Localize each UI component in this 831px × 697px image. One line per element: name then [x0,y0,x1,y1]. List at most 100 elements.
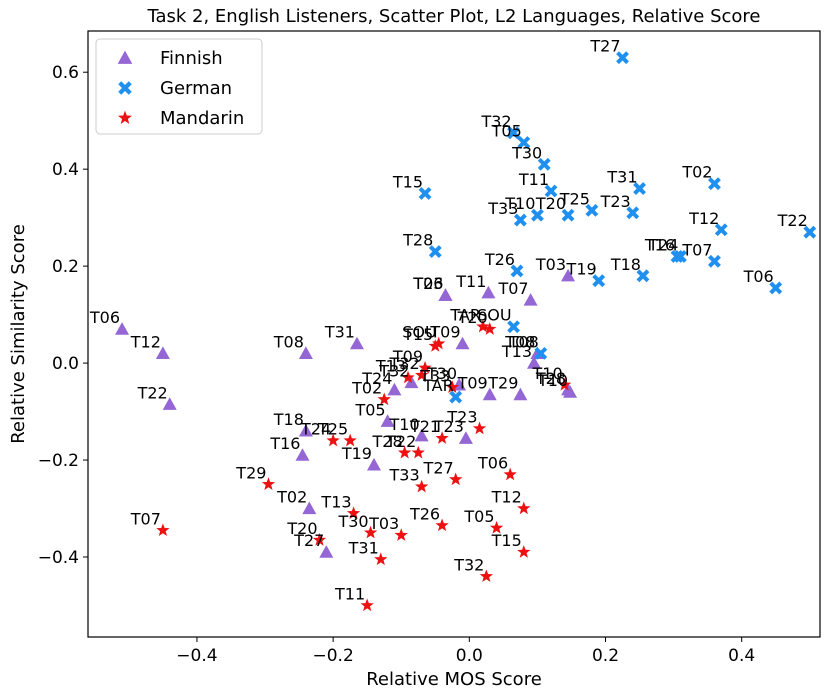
german-point-t31-6-stroke-b [633,182,646,195]
german-point-t24-17 [673,250,687,263]
x-tick-label-0: −0.4 [176,646,217,666]
finnish-point-t10-19 [414,428,429,442]
finnish-point-label-12: T08 [504,332,535,351]
finnish-point-label-3: T08 [273,332,304,351]
mandarin-point-label-28: T15 [491,531,522,550]
finnish-point-t02-24 [302,501,317,515]
german-point-label-15: T28 [402,231,433,250]
finnish-point-t29-14 [513,387,528,401]
german-point-label-7: T02 [681,163,712,182]
points-layer [115,51,817,612]
german-point-sou-23 [507,320,520,334]
mandarin-point-t12-24 [517,501,531,515]
mandarin-point-t28-11 [397,445,412,459]
german-point-label-20: T19 [566,260,597,279]
mandarin-point-t15-3 [428,339,442,352]
german-point-t10-11 [530,208,544,222]
mandarin-point-t05-23 [489,520,504,534]
y-tick-label-2: 0.0 [52,354,79,374]
german-point-t06-22-stroke-b [769,281,783,295]
mandarin-point-label-2: SOU [402,323,436,342]
german-point-t22-14-stroke-b [803,225,817,239]
finnish-point-t26-6 [438,288,453,301]
german-point-t15-5 [418,186,432,200]
finnish-point-t03-9 [561,268,576,282]
german-point-label-0: T27 [589,37,620,56]
mandarin-point-t13-6 [401,370,415,384]
german-point-label-8: T25 [559,189,590,208]
finnish-point-label-25: T27 [293,531,324,550]
german-point-label-12: T20 [535,194,566,213]
mandarin-point-label-20: T30 [337,512,368,531]
x-tick-label-3: 0.2 [592,646,619,666]
y-tick-label-0: −0.4 [38,548,79,568]
german-point-tar-25 [449,390,463,404]
german-point-t16-16 [670,250,684,263]
mandarin-point-label-18: T06 [477,454,508,473]
german-point-t18-21-stroke-b [636,269,650,283]
german-point-t07-18 [708,254,721,268]
mandarin-point-label-6: T13 [375,357,406,376]
german-point-label-2: T05 [491,122,522,141]
legend-box [95,38,263,135]
finnish-point-t13-11 [527,356,542,369]
german-point-label-18: T07 [681,240,712,259]
mandarin-point-t30-20 [363,525,378,539]
mandarin-point-t15-28 [517,545,531,558]
mandarin-point-t29-15 [261,477,276,490]
finnish-point-t09-13 [482,387,497,401]
german-point-t23-9-stroke-b [626,206,640,220]
finnish-point-label-0: T06 [89,308,120,327]
mandarin-point-label-3: T15 [402,325,433,344]
finnish-point-t24-17 [387,382,402,396]
german-point-label-14: T22 [777,211,808,230]
german-point-t05-2-stroke-b [517,136,531,149]
mandarin-point-t32-29 [479,569,493,583]
german-point-t15-5-stroke-b [418,186,432,200]
finnish-point-label-24: T02 [276,488,307,507]
finnish-point-label-18: T05 [354,400,385,419]
finnish-point-label-15: T28 [535,369,566,388]
german-point-t26-19-stroke-b [510,264,524,278]
german-point-label-22: T06 [743,267,774,286]
german-point-label-13: T12 [688,209,719,228]
german-point-t28-15 [428,245,442,258]
german-point-t19-20 [592,274,606,288]
german-point-t20-12 [561,208,575,222]
y-tick-label-5: 0.6 [52,63,79,83]
finnish-point-label-21: T18 [273,410,304,429]
german-point-t10-11-stroke-b [530,208,544,222]
german-point-t07-18-stroke-b [708,254,721,268]
mandarin-point-label-11: T28 [371,432,402,451]
finnish-point-t12-1 [155,346,170,359]
finnish-point-t05-18 [380,414,395,427]
german-point-t26-19 [510,264,524,278]
finnish-point-label-8: T07 [497,279,528,298]
german-point-label-4: T11 [518,170,549,189]
legend-marker-german [118,81,132,95]
german-point-t32-1 [507,126,520,140]
x-tick-label-2: 0.0 [456,646,483,666]
mandarin-point-label-26: T20 [286,519,317,538]
german-point-t25-8 [585,203,599,217]
legend-items: Finnish German Mandarin [117,48,244,129]
german-point-t05-2 [517,136,531,149]
mandarin-point-t20-0 [483,322,497,335]
finnish-point-label-5: T03 [412,274,443,293]
german-point-t27-0 [616,51,629,65]
german-point-label-1: T32 [480,112,511,131]
finnish-point-label-2: T22 [137,383,168,402]
finnish-point-t16-22 [295,448,310,461]
finnish-point-label-6: T26 [412,274,443,293]
german-point-t33-10-stroke-b [513,213,527,227]
finnish-point-label-13: T09 [457,374,488,393]
german-point-label-21: T18 [610,255,641,274]
finnish-point-label-14: T29 [487,374,518,393]
finnish-point-t09-10 [455,336,470,350]
mandarin-point-t21-14 [435,431,449,444]
mandarin-point-label-29: T32 [453,555,484,574]
finnish-point-label-27: T32 [378,361,409,380]
german-point-label-6: T31 [606,168,637,187]
mandarin-point-t23-13 [472,421,487,435]
mandarin-point-label-12: T22 [385,432,416,451]
